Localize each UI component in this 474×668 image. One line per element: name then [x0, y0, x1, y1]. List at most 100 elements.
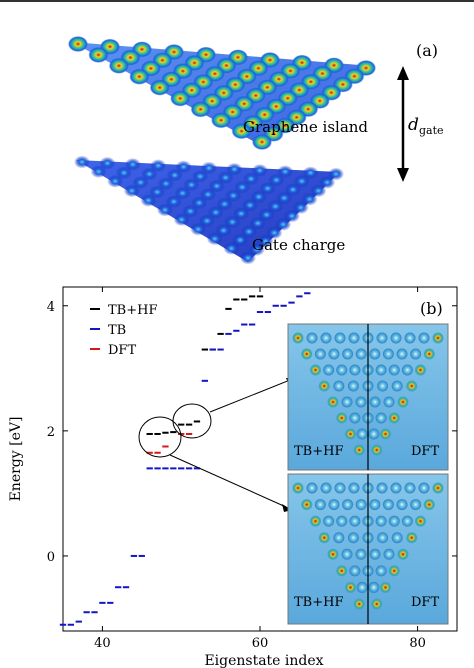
inset-dot	[323, 364, 335, 376]
inset-dot	[377, 380, 389, 392]
inset-dot	[345, 428, 356, 440]
gate-peak	[206, 232, 223, 246]
gate-peak	[292, 201, 309, 215]
inset-dot	[336, 565, 348, 577]
inset-dot	[391, 532, 403, 544]
island-peak	[190, 101, 211, 118]
gate-peak	[223, 242, 240, 255]
inset-dot	[320, 332, 332, 344]
inset-dot	[375, 412, 387, 424]
gate-peak	[277, 165, 294, 179]
y-axis-ticks: 0 2 4	[47, 300, 457, 565]
inset-dot	[406, 380, 418, 392]
inset-top-right-label: DFT	[411, 444, 439, 459]
gate-peak	[302, 166, 319, 180]
gate-peak	[158, 177, 174, 191]
legend-label-tbhf: TB+HF	[108, 303, 157, 318]
inset-bottom-dots	[292, 482, 444, 610]
inset-dot	[375, 364, 387, 376]
gate-peak	[266, 226, 283, 240]
x-tick-label: 40	[94, 636, 111, 651]
inset-dot	[301, 348, 313, 360]
island-peaks	[68, 36, 376, 150]
inset-dot	[369, 396, 381, 408]
gate-peak	[99, 156, 116, 170]
y-tick-label: 0	[47, 550, 55, 565]
inset-dot	[353, 444, 365, 456]
gate-peak	[192, 170, 209, 183]
inset-dot	[349, 364, 361, 376]
gate-peak	[234, 180, 251, 194]
inset-dot	[355, 396, 367, 408]
gate-peak	[251, 164, 268, 177]
inset-dot	[382, 499, 394, 511]
gate-peak	[319, 176, 336, 189]
island-peak	[149, 79, 170, 96]
inset-dot	[388, 412, 400, 424]
gate-peak	[328, 167, 344, 181]
inset-dot	[292, 482, 304, 494]
inset-dot	[368, 581, 380, 593]
inset-dot	[347, 380, 359, 392]
gate-peak	[217, 171, 234, 185]
gate-peak	[140, 194, 157, 207]
inset-dot	[336, 364, 348, 376]
gate-peak	[74, 155, 90, 169]
gate-peak	[250, 190, 267, 204]
panel-a-svg: Graphene island Gate charge (a) d gate	[68, 36, 444, 265]
gate-peak	[215, 224, 232, 237]
inset-dot	[371, 598, 383, 610]
inset-dot	[383, 548, 395, 560]
graphene-island-label: Graphene island	[243, 118, 368, 136]
gate-peak	[240, 251, 256, 265]
y-axis-label: Energy [eV]	[8, 417, 24, 502]
inset-bottom-left-label: TB+HF	[294, 595, 343, 610]
y-tick-label: 4	[47, 300, 55, 315]
gate-peak	[310, 184, 327, 198]
inset-dot	[336, 515, 348, 527]
inset-dot	[388, 515, 400, 527]
gate-peak	[90, 165, 107, 179]
inset-dot	[390, 332, 402, 344]
island-peak	[129, 68, 150, 85]
inset-dot	[333, 532, 345, 544]
inset-dot	[314, 348, 326, 360]
inset-dot	[396, 499, 408, 511]
gate-peak	[174, 186, 191, 200]
inset-dot	[418, 482, 430, 494]
inset-dot	[328, 499, 340, 511]
highlight-circle-upper	[172, 403, 212, 439]
gate-peak	[116, 166, 132, 180]
island-peak	[211, 112, 232, 129]
inset-dot	[397, 548, 409, 560]
gate-peak	[276, 191, 293, 205]
inset-dot	[336, 412, 348, 424]
inset-dot	[396, 348, 408, 360]
inset-dot	[355, 348, 367, 360]
gate-peak	[249, 216, 266, 230]
gate-peak	[190, 222, 207, 236]
gate-peak	[199, 214, 215, 228]
inset-dot	[356, 581, 368, 593]
panel-a: Graphene island Gate charge (a) d gate	[0, 0, 474, 282]
x-axis-ticks: 40 60 80	[94, 287, 426, 651]
gate-peak	[124, 158, 141, 171]
inset-top: TB+HF DFT	[287, 323, 449, 471]
gate-peak	[183, 178, 200, 192]
inset-dot	[342, 348, 354, 360]
inset-dot	[423, 348, 435, 360]
inset-dot	[327, 396, 339, 408]
gate-peak	[243, 172, 259, 186]
gate-peak	[259, 182, 276, 195]
gate-peak	[150, 159, 167, 173]
gate-peak	[232, 233, 249, 247]
inset-dot	[310, 515, 321, 527]
page-top-rule	[0, 0, 474, 2]
gate-peak	[275, 218, 292, 231]
inset-dot	[349, 515, 361, 527]
inset-dot	[347, 532, 359, 544]
gate-peak	[226, 162, 243, 176]
gate-peak	[201, 161, 217, 175]
inset-dot	[390, 482, 402, 494]
inset-dot	[292, 332, 304, 344]
